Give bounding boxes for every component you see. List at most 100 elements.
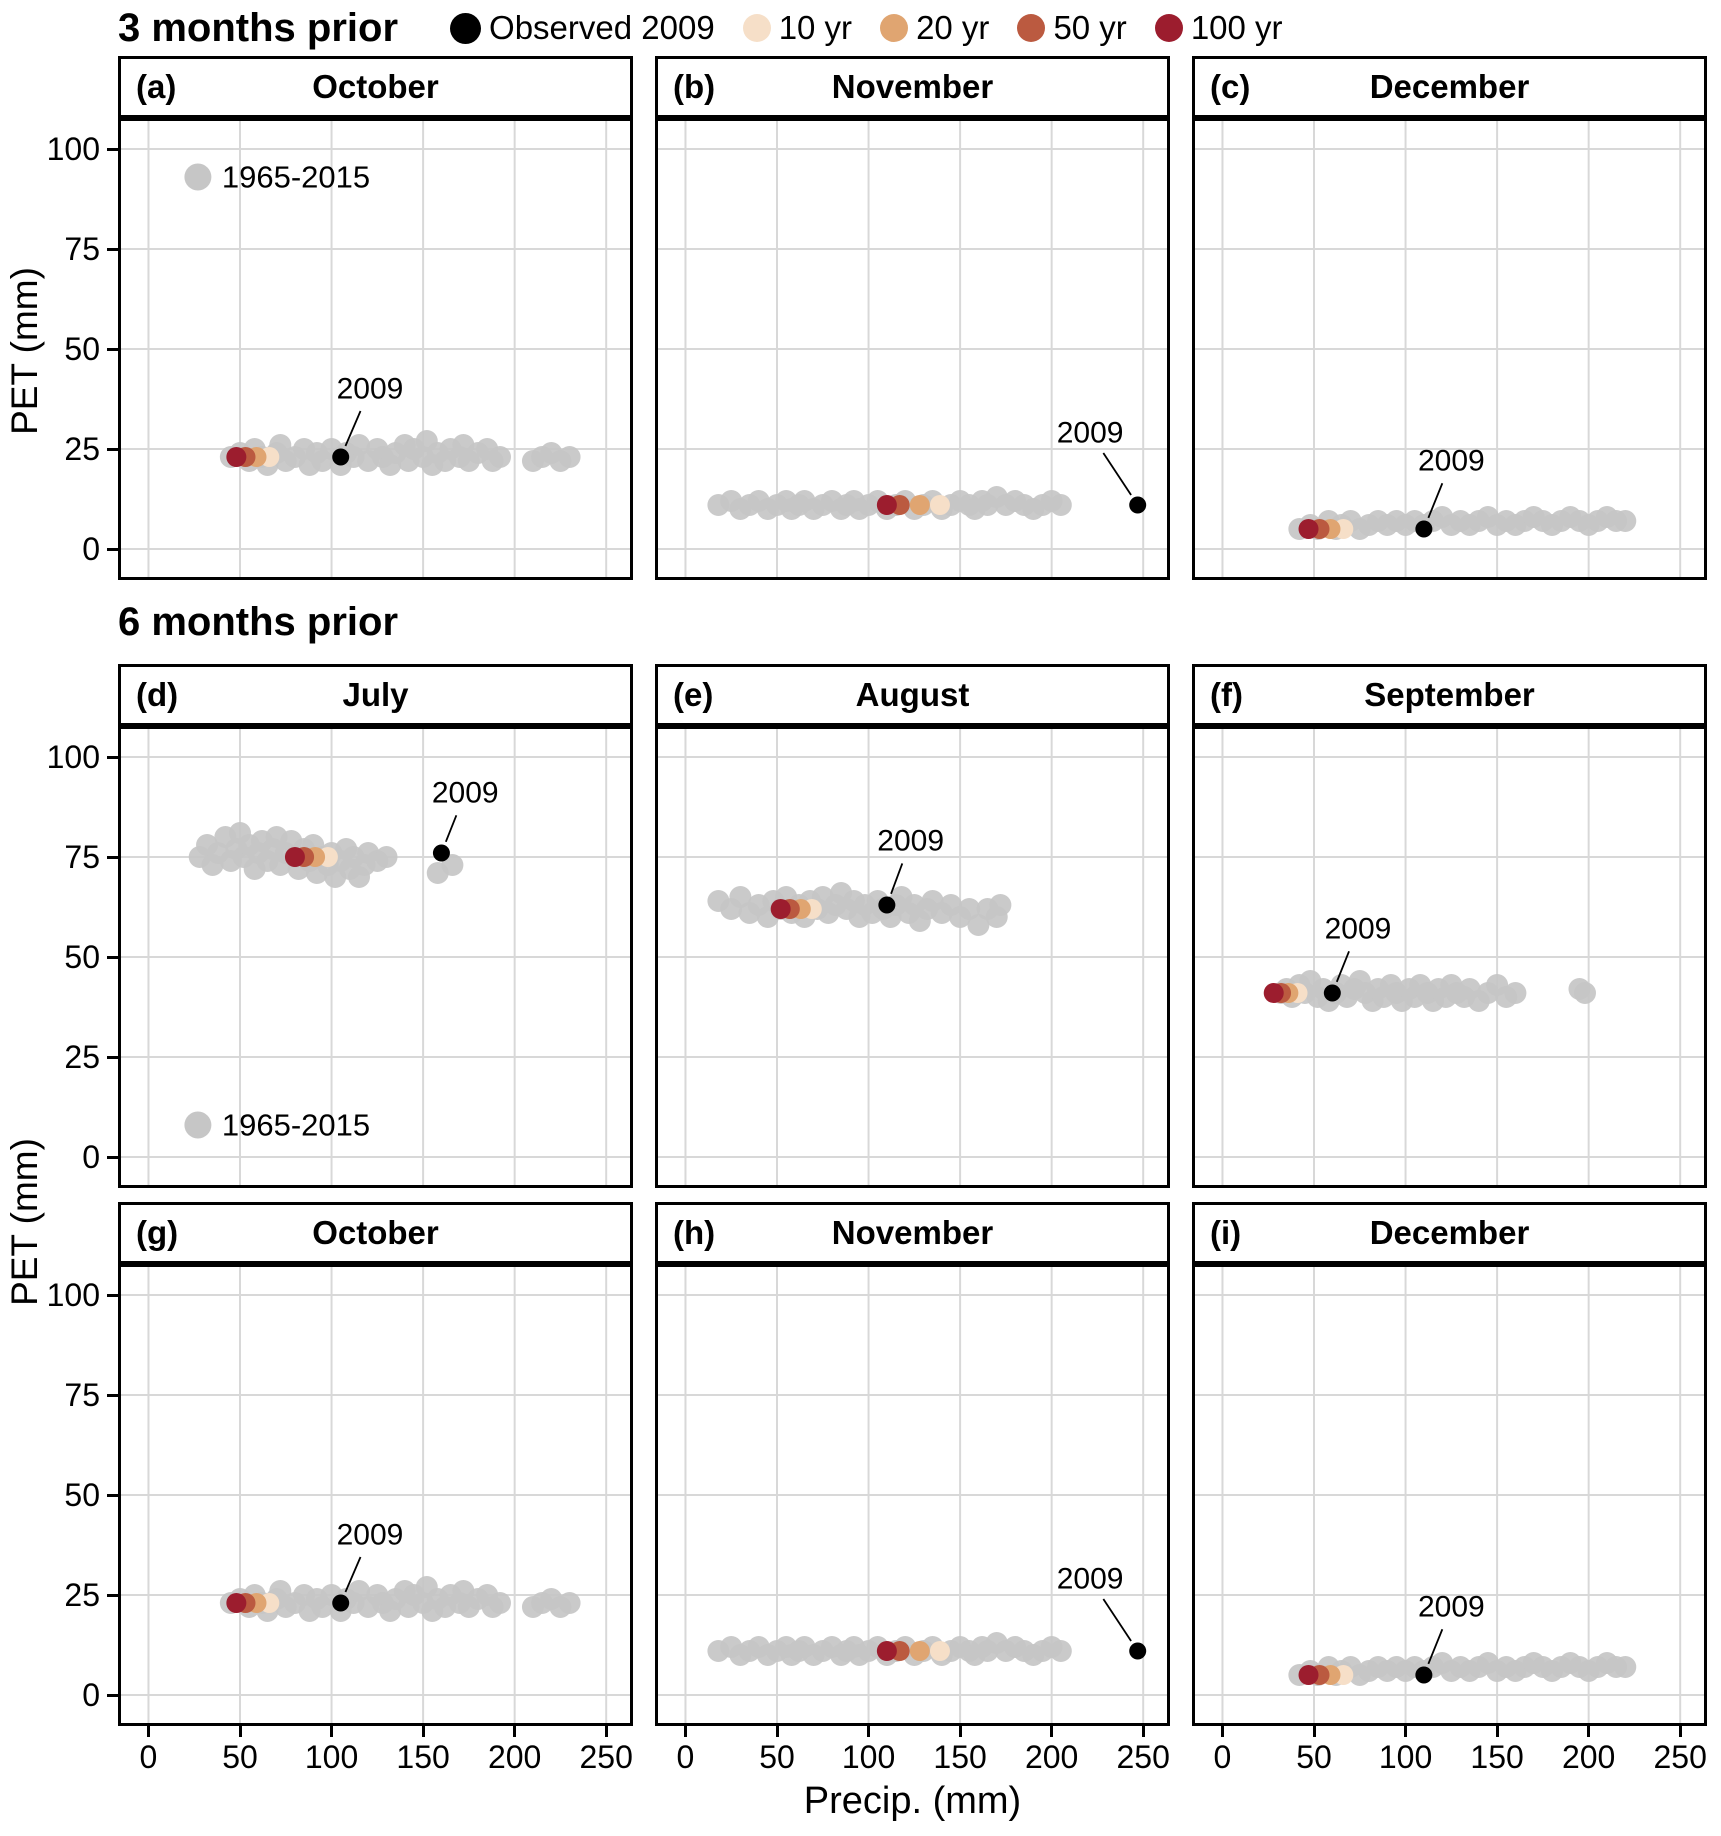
panel-g: (g) October 2009 <box>118 1202 633 1726</box>
x-tick-mark <box>1587 1726 1591 1737</box>
y-tick-mark <box>107 1693 118 1697</box>
scatter-plot: 2009 <box>1195 729 1704 1185</box>
annotation-2009: 2009 <box>1057 417 1132 496</box>
panel-h: (h) November 2009 <box>655 1202 1170 1726</box>
y-tick-mark <box>107 247 118 251</box>
legend: Observed 2009 10 yr 20 yr 50 yr 100 yr <box>450 9 1283 47</box>
y-tick-label: 100 <box>0 131 118 167</box>
panel-a: (a) October 2009 1965-2015 <box>118 56 633 580</box>
legend-item-observed: Observed 2009 <box>450 9 715 47</box>
svg-text:2009: 2009 <box>1325 913 1392 946</box>
svg-text:2009: 2009 <box>432 777 499 810</box>
annotation-2009: 2009 <box>337 1519 404 1593</box>
observed-2009-point <box>332 448 350 466</box>
y-tick-mark <box>107 547 118 551</box>
scatter-plot: 2009 1965-2015 <box>121 121 630 577</box>
legend-label-observed: Observed 2009 <box>489 9 715 46</box>
x-tick-mark <box>775 1726 779 1737</box>
plot-area: 2009 1965-2015 <box>118 726 633 1188</box>
y-tick-label: 25 <box>0 1039 118 1075</box>
observed-2009-point <box>1323 984 1341 1002</box>
annotation-2009: 2009 <box>877 825 944 895</box>
annotation-2009: 2009 <box>1418 1591 1485 1665</box>
y-tick-mark <box>107 755 118 759</box>
x-tick-label: 50 <box>222 1739 258 1775</box>
historical-points <box>707 882 1012 936</box>
plot-area: 2009 <box>1192 118 1707 580</box>
annotation-2009: 2009 <box>1057 1563 1132 1642</box>
gridlines <box>1195 729 1704 1185</box>
scatter-plot: 2009 <box>1195 121 1704 577</box>
panel-title-strip: (c) December <box>1192 56 1707 118</box>
scatter-plot: 2009 <box>658 729 1167 1185</box>
inpanel-legend: 1965-2015 <box>184 1108 370 1143</box>
x-tick-label: 250 <box>1116 1739 1170 1775</box>
return-50yr-dot-icon <box>1017 14 1046 42</box>
legend-item-10yr: 10 yr <box>742 9 852 47</box>
panel-c: (c) December 2009 <box>1192 56 1707 580</box>
plot-area: 2009 <box>655 726 1170 1188</box>
svg-text:1965-2015: 1965-2015 <box>222 160 370 195</box>
plot-area: 2009 1965-2015 <box>118 118 633 580</box>
x-tick-mark <box>1312 1726 1316 1737</box>
panel-month-title: November <box>831 1214 994 1251</box>
y-tick-mark <box>107 1393 118 1397</box>
svg-text:2009: 2009 <box>1057 1563 1124 1596</box>
x-tick-label: 250 <box>1653 1739 1707 1775</box>
svg-text:2009: 2009 <box>1418 1591 1485 1624</box>
y-tick-mark <box>107 447 118 451</box>
panel-letter: (h) <box>673 1214 716 1251</box>
y-tick-mark <box>107 347 118 351</box>
scatter-plot: 2009 <box>121 1267 630 1723</box>
y-tick-label: 100 <box>0 1277 118 1313</box>
x-tick-mark <box>146 1726 150 1737</box>
panel-title-strip: (f) September <box>1192 664 1707 726</box>
y-tick-mark <box>107 1055 118 1059</box>
panel-letter: (b) <box>673 68 716 105</box>
svg-text:2009: 2009 <box>337 1519 404 1552</box>
panel-letter: (e) <box>673 676 714 713</box>
y-tick-label: 50 <box>0 939 118 975</box>
panel-title-strip: (i) December <box>1192 1202 1707 1264</box>
x-tick-label: 50 <box>1296 1739 1332 1775</box>
x-tick-label: 200 <box>1024 1739 1079 1775</box>
legend-label-20yr: 20 yr <box>916 9 990 46</box>
return-period-points <box>876 1641 950 1661</box>
svg-text:1965-2015: 1965-2015 <box>222 1108 370 1143</box>
panel-letter: (f) <box>1210 676 1243 713</box>
return-20yr-dot-icon <box>880 14 909 42</box>
observed-2009-point <box>332 1594 350 1612</box>
x-tick-mark <box>513 1726 517 1737</box>
y-tick-mark <box>107 1593 118 1597</box>
panel-i: (i) December 2009 <box>1192 1202 1707 1726</box>
legend-item-50yr: 50 yr <box>1017 9 1127 47</box>
gridlines <box>121 121 630 577</box>
panel-f: (f) September 2009 <box>1192 664 1707 1188</box>
y-tick-mark <box>107 855 118 859</box>
annotation-2009: 2009 <box>1418 445 1485 519</box>
x-tick-mark <box>421 1726 425 1737</box>
panel-letter: (g) <box>136 1214 179 1251</box>
x-tick-label: 100 <box>1378 1739 1433 1775</box>
plot-area: 2009 <box>1192 726 1707 1188</box>
y-tick-label: 0 <box>0 1139 118 1175</box>
svg-text:2009: 2009 <box>337 373 404 406</box>
plot-area: 2009 <box>655 118 1170 580</box>
x-tick-label: 200 <box>487 1739 542 1775</box>
x-tick-label: 0 <box>1213 1739 1232 1775</box>
plot-area: 2009 <box>655 1264 1170 1726</box>
x-tick-mark <box>958 1726 962 1737</box>
observed-2009-dot-icon <box>450 12 482 44</box>
panel-letter: (a) <box>136 68 177 105</box>
return-period-points <box>284 847 338 867</box>
panel-title-strip: (b) November <box>655 56 1170 118</box>
y-tick-mark <box>107 147 118 151</box>
panel-title-strip: (d) July <box>118 664 633 726</box>
x-tick-mark <box>1495 1726 1499 1737</box>
gridlines <box>121 1267 630 1723</box>
x-tick-label: 150 <box>933 1739 987 1775</box>
y-tick-label: 75 <box>0 1377 118 1413</box>
legend-label-50yr: 50 yr <box>1053 9 1127 46</box>
legend-item-20yr: 20 yr <box>880 9 989 47</box>
